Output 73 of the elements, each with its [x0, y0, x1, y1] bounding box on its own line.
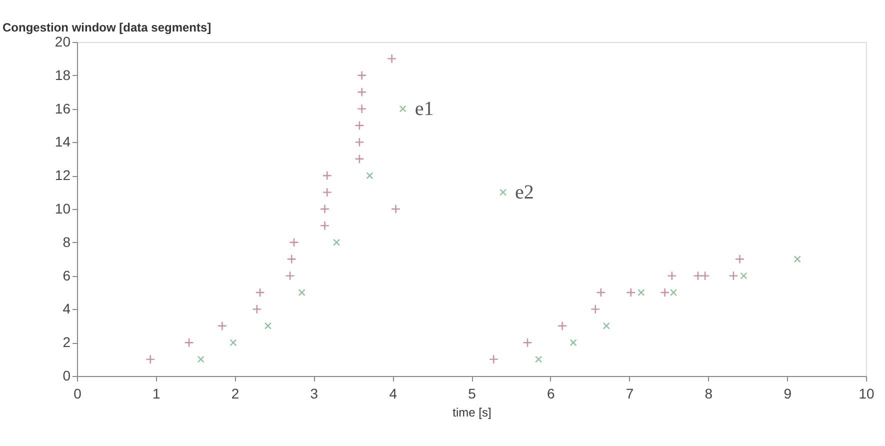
- point: [590, 304, 600, 314]
- annotation: e1: [414, 98, 434, 120]
- x-tick-label: 2: [231, 386, 240, 402]
- y-axis-title: Congestion window [data segments]: [2, 20, 212, 34]
- point: [596, 288, 606, 298]
- point: [500, 188, 507, 196]
- y-tick-label: 20: [54, 34, 71, 50]
- y-tick-label: 2: [62, 334, 71, 350]
- x-tick-label: 3: [310, 386, 318, 402]
- point: [557, 321, 568, 331]
- point: [357, 104, 367, 114]
- point: [390, 204, 401, 214]
- y-tick-label: 14: [54, 134, 71, 150]
- point: [289, 238, 299, 248]
- y-tick-label: 10: [54, 200, 71, 216]
- x-tick-label: 7: [626, 386, 634, 402]
- x-tick-label: 4: [389, 386, 398, 402]
- point: [728, 271, 738, 281]
- y-tick-label: 6: [62, 267, 71, 284]
- point: [387, 54, 397, 64]
- point: [320, 204, 330, 214]
- point: [660, 288, 670, 298]
- point: [322, 188, 332, 198]
- point: [399, 105, 406, 112]
- x-tick-label: 10: [858, 386, 874, 402]
- y-tick-label: 8: [62, 234, 71, 250]
- point: [217, 321, 227, 331]
- point: [602, 322, 610, 330]
- point: [354, 120, 364, 130]
- point: [366, 172, 374, 180]
- point: [740, 272, 748, 280]
- point: [320, 220, 330, 230]
- point: [700, 271, 710, 281]
- x-tick-label: 6: [547, 386, 555, 402]
- point: [230, 339, 237, 346]
- point: [794, 256, 801, 263]
- annotation: e2: [515, 181, 534, 204]
- point: [357, 70, 367, 80]
- point: [570, 339, 577, 346]
- point: [322, 170, 332, 180]
- point: [333, 238, 340, 246]
- x-tick-label: 8: [704, 386, 713, 402]
- y-tick-label: 4: [62, 300, 71, 317]
- point: [146, 354, 156, 364]
- y-tick-label: 18: [54, 66, 71, 83]
- point: [357, 87, 367, 97]
- x-tick-label: 0: [74, 386, 82, 402]
- point: [354, 137, 364, 147]
- point: [535, 356, 542, 363]
- point: [667, 271, 677, 281]
- point: [285, 271, 295, 281]
- point: [693, 271, 703, 281]
- point: [252, 304, 262, 314]
- x-tick-label: 1: [152, 386, 160, 402]
- point: [264, 322, 272, 330]
- point: [298, 288, 306, 296]
- point: [734, 254, 745, 264]
- y-tick-label: 0: [62, 368, 71, 384]
- point: [638, 288, 645, 296]
- point: [197, 356, 204, 363]
- point: [184, 338, 194, 348]
- point: [354, 154, 364, 164]
- point: [488, 354, 498, 364]
- x-tick-label: 9: [784, 386, 792, 402]
- x-axis-title: time [s]: [452, 406, 492, 420]
- point: [255, 288, 265, 298]
- point: [522, 338, 532, 348]
- point: [286, 254, 296, 264]
- point: [670, 288, 678, 296]
- x-tick-label: 5: [468, 386, 476, 402]
- point: [626, 288, 636, 298]
- y-tick-label: 16: [54, 100, 71, 116]
- y-tick-label: 12: [54, 167, 71, 184]
